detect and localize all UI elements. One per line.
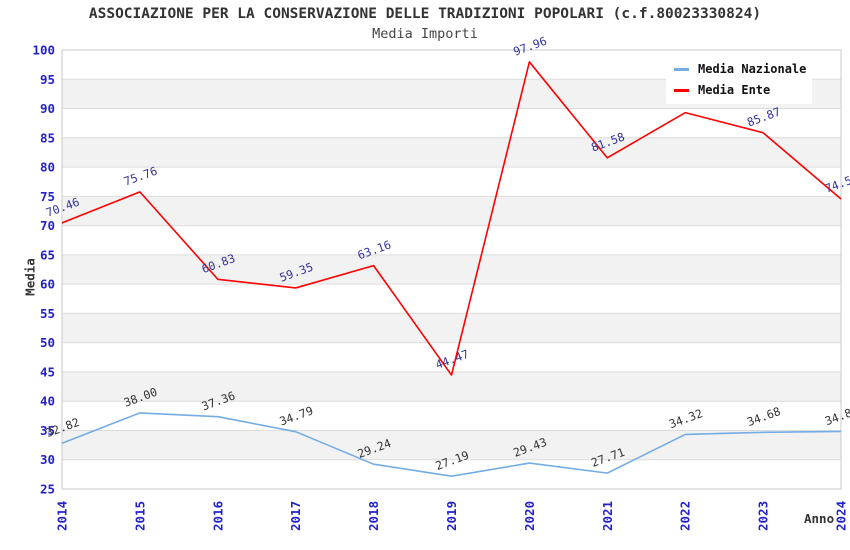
y-tick-label: 40 — [40, 394, 55, 409]
chart-subtitle: Media Importi — [372, 26, 478, 42]
x-tick-label: 2020 — [522, 501, 537, 531]
plot-band — [62, 313, 841, 343]
y-tick-label: 90 — [40, 101, 55, 116]
chart-title: ASSOCIAZIONE PER LA CONSERVAZIONE DELLE … — [88, 6, 762, 22]
data-label: 44.47 — [433, 347, 470, 372]
plot-band — [62, 430, 841, 460]
series-line-media-ente — [61, 61, 842, 376]
data-label: 34.83 — [823, 403, 850, 428]
y-tick-label: 50 — [40, 335, 55, 350]
x-tick-label: 2015 — [132, 501, 147, 531]
legend-swatch-red-line — [674, 88, 689, 92]
data-label: 74.55 — [823, 171, 850, 196]
plot-border — [61, 49, 842, 490]
legend-label: Media Ente — [698, 83, 771, 97]
y-tick-label: 25 — [40, 482, 55, 497]
x-tick-label: 2018 — [366, 501, 381, 531]
x-tick-label: 2014 — [55, 501, 70, 531]
y-tick-label: 95 — [40, 72, 55, 87]
data-label: 34.79 — [278, 403, 315, 428]
legend-swatch-blue-line — [674, 67, 689, 71]
plot-band — [62, 254, 841, 285]
legend: Media Nazionale Media Ente — [666, 55, 812, 104]
y-tick-label: 55 — [40, 306, 55, 321]
x-tick-label: 2022 — [678, 501, 693, 531]
y-tick-label: 100 — [32, 43, 55, 58]
y-tick-label: 35 — [40, 423, 55, 438]
y-tick-label: 65 — [40, 247, 55, 262]
data-label: 34.32 — [667, 406, 704, 431]
y-tick-label: 80 — [40, 160, 55, 175]
legend-label: Media Nazionale — [698, 62, 807, 76]
y-tick-label: 45 — [40, 364, 55, 379]
x-tick-label: 2021 — [600, 501, 615, 531]
y-tick-label: 60 — [40, 277, 55, 292]
data-label: 97.96 — [511, 34, 548, 59]
plot-band — [62, 371, 841, 402]
x-tick-label: 2017 — [288, 501, 303, 531]
y-tick-label: 30 — [40, 452, 55, 467]
x-tick-label: 2019 — [444, 501, 459, 531]
y-tick-label: 70 — [40, 218, 55, 233]
plot-band — [62, 196, 841, 226]
x-tick-label: 2023 — [756, 501, 771, 531]
y-axis-title: Media — [22, 258, 38, 296]
x-tick-label: 2024 — [834, 501, 849, 531]
x-axis-title: Anno — [804, 511, 835, 526]
series-line-media-nazionale — [61, 412, 842, 477]
legend-item-media-nazionale: Media Nazionale — [674, 62, 807, 76]
y-tick-label: 75 — [40, 189, 55, 204]
plot-band — [62, 137, 841, 168]
data-label: 34.68 — [745, 404, 782, 429]
y-tick-label: 85 — [40, 130, 55, 145]
x-tick-label: 2016 — [210, 501, 225, 531]
legend-item-media-ente: Media Ente — [674, 83, 804, 97]
